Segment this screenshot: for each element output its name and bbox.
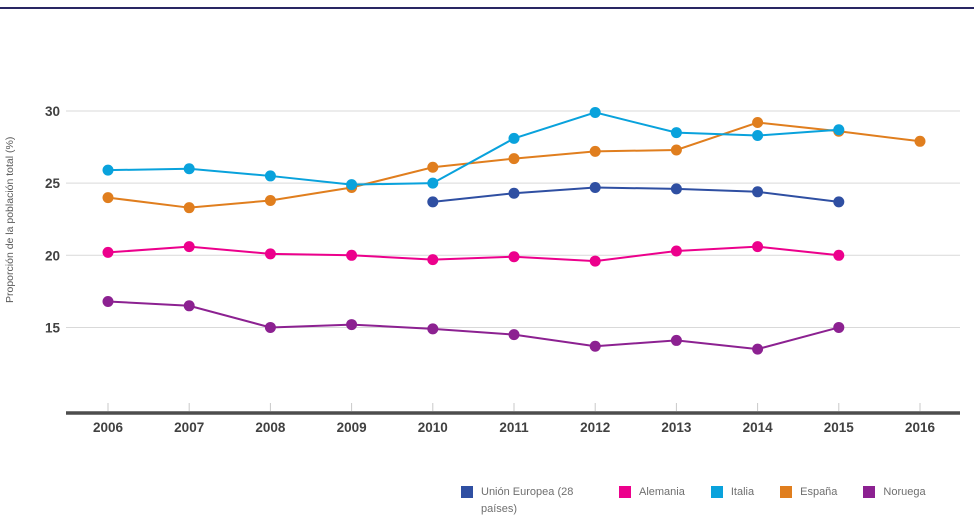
data-point-uni-n-europea-28-pa-ses[interactable] xyxy=(833,196,845,208)
data-point-noruega[interactable] xyxy=(752,343,764,355)
top-rule xyxy=(0,7,974,9)
series-line-italia xyxy=(107,111,839,186)
data-point-italia[interactable] xyxy=(508,132,520,144)
data-point-alemania[interactable] xyxy=(264,248,276,260)
y-tick-label: 25 xyxy=(45,176,61,191)
data-point-uni-n-europea-28-pa-ses[interactable] xyxy=(670,183,682,195)
legend-item-alemania[interactable]: Alemania xyxy=(619,484,685,501)
data-point-alemania[interactable] xyxy=(833,249,845,261)
legend: Unión Europea (28 países) Alemania Italia E… xyxy=(461,484,926,518)
data-point-italia[interactable] xyxy=(183,163,195,175)
data-point-italia[interactable] xyxy=(346,179,358,191)
data-point-espa-a[interactable] xyxy=(102,192,114,204)
legend-swatch-italia xyxy=(710,486,723,498)
data-point-espa-a[interactable] xyxy=(670,144,682,156)
data-point-espa-a[interactable] xyxy=(183,202,195,214)
series-line-uni-n-europea-28-pa-ses xyxy=(432,186,839,203)
data-point-uni-n-europea-28-pa-ses[interactable] xyxy=(589,181,601,193)
data-point-uni-n-europea-28-pa-ses[interactable] xyxy=(508,187,520,199)
y-tick-label: 30 xyxy=(45,104,60,119)
legend-swatch-alemania xyxy=(619,486,631,498)
data-point-uni-n-europea-28-pa-ses[interactable] xyxy=(427,196,439,208)
x-tick-label: 2015 xyxy=(824,420,855,435)
data-point-noruega[interactable] xyxy=(346,319,358,331)
legend-item-uni-n-europea-28-pa-ses[interactable]: Unión Europea (28 países) xyxy=(461,484,593,518)
data-point-italia[interactable] xyxy=(264,170,276,182)
legend-item-espa-a[interactable]: España xyxy=(780,484,837,501)
legend-label-noruega: Noruega xyxy=(883,486,926,498)
data-point-alemania[interactable] xyxy=(589,255,601,267)
legend-swatch-espa-a xyxy=(780,486,793,498)
data-point-noruega[interactable] xyxy=(508,329,520,341)
x-tick-label: 2008 xyxy=(255,420,286,435)
data-point-alemania[interactable] xyxy=(508,251,520,263)
data-point-noruega[interactable] xyxy=(833,321,845,333)
data-point-espa-a[interactable] xyxy=(752,117,764,129)
data-point-italia[interactable] xyxy=(833,124,845,136)
legend-label-italia: Italia xyxy=(730,486,755,498)
x-tick-label: 2012 xyxy=(580,420,610,435)
data-point-italia[interactable] xyxy=(589,106,601,118)
legend-swatch-noruega xyxy=(863,486,876,498)
data-point-noruega[interactable] xyxy=(183,300,195,312)
data-point-alemania[interactable] xyxy=(102,246,114,258)
data-point-espa-a[interactable] xyxy=(589,145,601,157)
series-line-noruega xyxy=(107,300,840,351)
y-tick-label: 15 xyxy=(45,320,61,335)
data-point-espa-a[interactable] xyxy=(264,194,276,206)
data-point-espa-a[interactable] xyxy=(508,153,520,165)
data-point-alemania[interactable] xyxy=(183,241,195,253)
data-point-italia[interactable] xyxy=(752,130,764,142)
data-point-espa-a[interactable] xyxy=(427,161,439,173)
data-point-italia[interactable] xyxy=(670,127,682,139)
data-point-alemania[interactable] xyxy=(752,241,764,253)
data-point-noruega[interactable] xyxy=(264,321,276,333)
data-point-espa-a[interactable] xyxy=(914,135,926,147)
data-point-italia[interactable] xyxy=(102,164,114,176)
x-tick-label: 2006 xyxy=(93,420,124,435)
x-tick-label: 2014 xyxy=(743,420,774,435)
x-tick-label: 2010 xyxy=(418,420,448,435)
data-point-alemania[interactable] xyxy=(346,249,358,261)
data-point-noruega[interactable] xyxy=(427,323,439,335)
series-line-alemania xyxy=(107,245,839,263)
legend-label-uni-n-europea-28-pa-ses: Unión Europea (28 países) xyxy=(481,486,574,515)
data-point-noruega[interactable] xyxy=(670,334,682,346)
data-point-noruega[interactable] xyxy=(589,340,601,352)
legend-item-noruega[interactable]: Noruega xyxy=(863,484,926,501)
legend-label-espa-a: España xyxy=(800,486,838,498)
x-tick-label: 2013 xyxy=(661,420,692,435)
legend-item-italia[interactable]: Italia xyxy=(710,484,755,501)
legend-swatch-uni-n-europea-28-pa-ses xyxy=(461,486,473,498)
data-point-italia[interactable] xyxy=(427,177,439,189)
y-tick-label: 20 xyxy=(45,248,60,263)
data-point-alemania[interactable] xyxy=(670,245,682,257)
x-tick-label: 2007 xyxy=(174,420,204,435)
data-point-uni-n-europea-28-pa-ses[interactable] xyxy=(752,186,764,198)
x-tick-label: 2011 xyxy=(499,420,529,435)
data-point-noruega[interactable] xyxy=(102,295,114,307)
data-point-alemania[interactable] xyxy=(427,254,439,266)
x-tick-label: 2009 xyxy=(337,420,367,435)
legend-label-alemania: Alemania xyxy=(639,486,685,498)
x-tick-label: 2016 xyxy=(905,420,936,435)
